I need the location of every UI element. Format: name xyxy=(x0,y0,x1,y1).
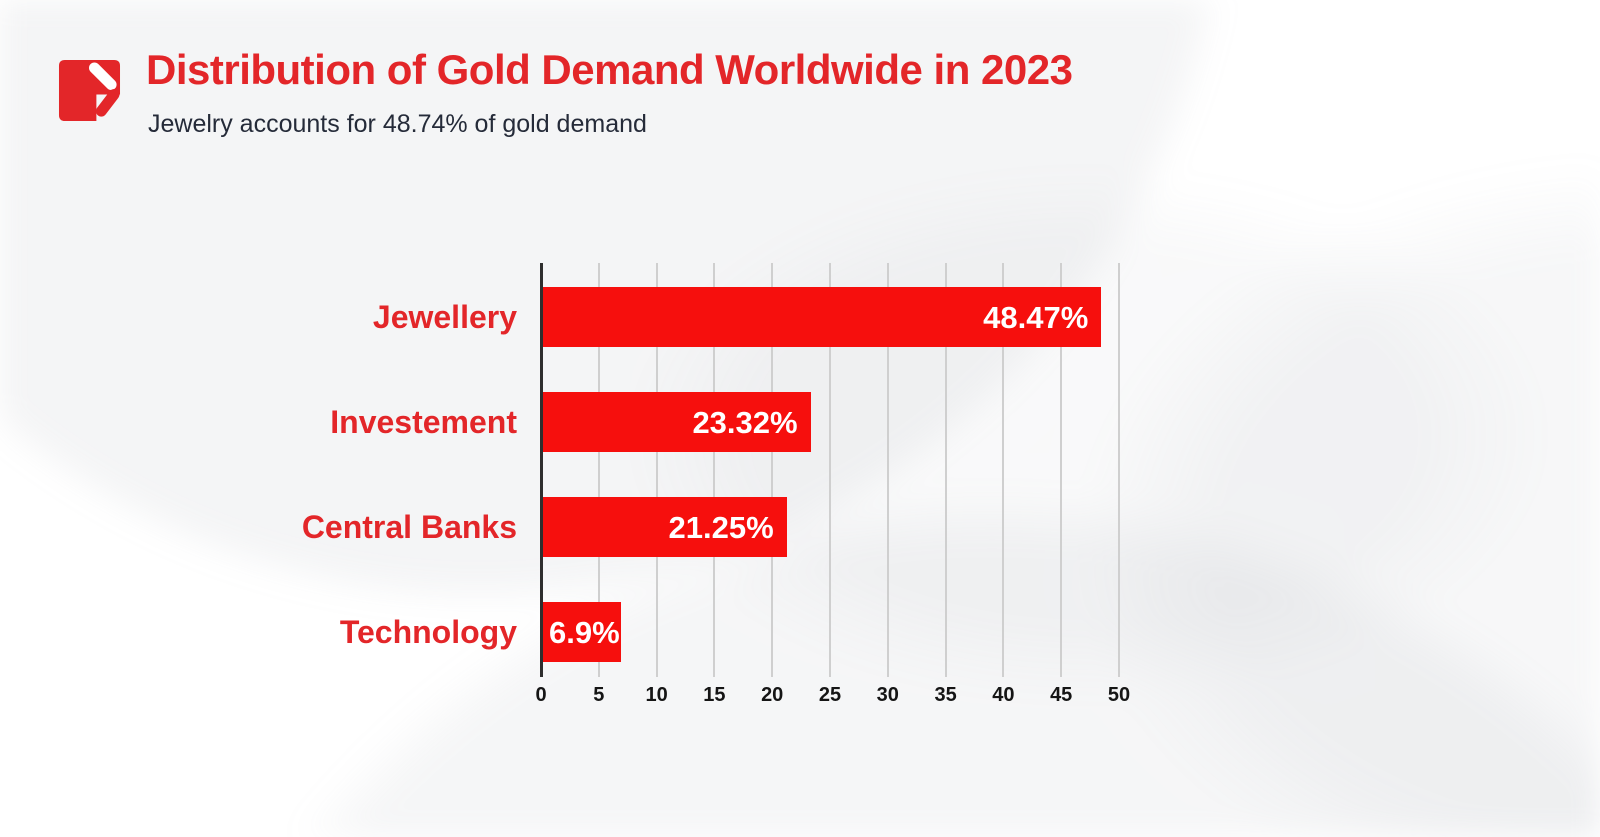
pencil-note-logo-icon xyxy=(58,59,121,122)
plot-area: 0 5 10 15 20 25 30 35 40 45 50 48.47% 23.32% 21.25% 6.… xyxy=(535,263,1130,706)
bar-value-label-technology: 6.9% xyxy=(549,615,620,650)
category-label-technology: Technology xyxy=(339,614,517,650)
x-tick-label-35: 35 xyxy=(934,684,957,706)
x-tick-label-30: 30 xyxy=(876,684,899,706)
gridline-x-5 xyxy=(597,263,600,677)
gridline-x-25 xyxy=(829,263,831,677)
x-tick-label-25: 25 xyxy=(818,684,842,706)
x-tick-label-40: 40 xyxy=(992,684,1015,706)
gridline-x-15 xyxy=(713,263,716,677)
category-label-column: Jewellery Investement Central Banks Technol… xyxy=(0,263,541,677)
category-label-jewellery: Jewellery xyxy=(372,299,517,335)
gridline-x-10 xyxy=(655,263,658,677)
bar-value-label-investement: 23.32% xyxy=(692,405,798,440)
bar-central-banks: 21.25% xyxy=(541,497,787,557)
bar-value-label-central-banks: 21.25% xyxy=(668,510,774,545)
page-title: Distribution of Gold Demand Worldwide in… xyxy=(146,46,1073,93)
category-label-investement: Investement xyxy=(330,404,517,440)
gridline-x-20 xyxy=(771,263,774,677)
bar-technology: 6.9% xyxy=(541,602,621,662)
bar-value-label-jewellery: 48.47% xyxy=(983,300,1089,335)
gridline-x-30 xyxy=(886,263,889,677)
x-tick-label-0: 0 xyxy=(535,684,547,706)
category-label-central-banks: Central Banks xyxy=(301,509,517,545)
gridline-x-40 xyxy=(1002,263,1005,677)
bar-jewellery: 48.47% xyxy=(541,287,1102,347)
x-tick-label-20: 20 xyxy=(761,684,784,706)
x-tick-label-5: 5 xyxy=(593,684,605,706)
page-subtitle: Jewelry accounts for 48.74% of gold dema… xyxy=(148,110,647,138)
gridline-x-50 xyxy=(1118,263,1120,677)
x-tick-label-45: 45 xyxy=(1050,684,1073,706)
bar-investement: 23.32% xyxy=(541,392,811,452)
x-tick-label-10: 10 xyxy=(645,684,668,706)
x-tick-label-50: 50 xyxy=(1107,684,1131,706)
gridline-x-45 xyxy=(1060,263,1063,677)
x-tick-label-15: 15 xyxy=(703,684,726,706)
y-axis-line xyxy=(540,263,543,677)
gridline-x-35 xyxy=(944,263,947,677)
